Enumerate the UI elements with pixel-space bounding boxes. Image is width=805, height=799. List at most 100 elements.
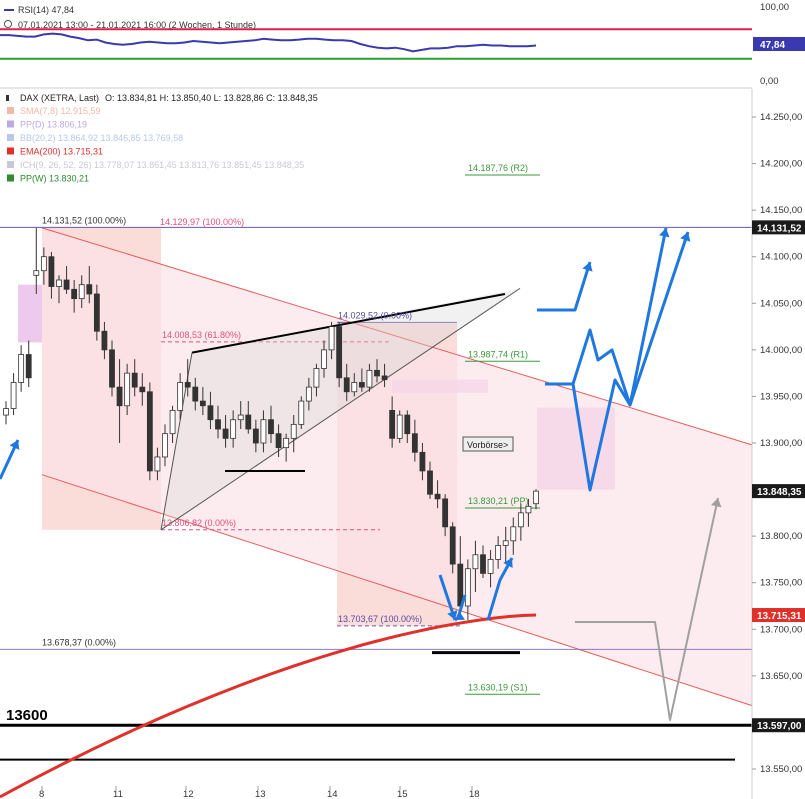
candle-body <box>86 284 93 295</box>
candle-body <box>343 377 350 393</box>
candle-body <box>71 288 78 300</box>
candle-body <box>305 386 312 402</box>
price-tick-label: 14.250,00 <box>760 112 802 123</box>
legend-entry: PP(W) 13.830,21 <box>20 174 89 184</box>
candle-body <box>169 409 176 435</box>
candle-body <box>33 270 40 276</box>
candles <box>3 227 539 620</box>
level-label: 14.129,97 (100.00%) <box>160 217 244 227</box>
instrument-name: DAX (XETRA, Last) <box>20 93 99 103</box>
price-panel: 14.131,52 (100.00%) 14.129,97 (100.00%) 14… <box>0 89 805 799</box>
rsi-legend-swatch <box>4 9 14 11</box>
candle-body <box>3 408 9 416</box>
candle-body <box>230 419 237 439</box>
candle-body <box>336 326 343 379</box>
candle-body <box>358 382 365 388</box>
time-tick-label: 12 <box>183 789 194 799</box>
candle-body <box>116 386 123 407</box>
candle-body <box>25 354 32 379</box>
candle-body <box>139 386 146 393</box>
price-tag-text: 13.715,31 <box>757 611 802 622</box>
indicator-legend: DAX (XETRA, Last) O: 13.834,81 H: 13.850,… <box>6 93 318 184</box>
candle-body <box>404 414 411 435</box>
candle-body <box>237 414 244 421</box>
candle-body <box>298 400 305 425</box>
level-label: 14.187,76 (R2) <box>468 163 528 173</box>
level-label: 13.703,67 (100.00%) <box>338 614 422 624</box>
candle-body <box>177 382 184 411</box>
rsi-line <box>0 32 537 53</box>
candle-body <box>533 490 539 505</box>
legend-entry: ICH(9, 26, 52, 26) 13.778,07 13.861,45 1… <box>20 160 304 170</box>
candle-body <box>260 419 267 444</box>
legend-swatch <box>7 134 14 141</box>
candle-body <box>427 470 433 495</box>
candle-body <box>215 419 221 430</box>
price-tag-text: 13.848,35 <box>757 487 802 498</box>
price-tick-label: 14.150,00 <box>760 205 802 216</box>
time-axis: 8 11 12 13 14 15 18 <box>39 786 480 799</box>
rsi-title: RSI(14) 47,84 <box>18 5 74 15</box>
candle-body <box>48 256 55 287</box>
level-label: 13.678,37 (0.00%) <box>42 637 116 647</box>
level-label: 13.630,19 (S1) <box>468 682 528 692</box>
channel-lower-line <box>41 474 753 707</box>
price-tick-label: 14.200,00 <box>760 159 802 170</box>
level-label: 14.029,52 (0.00%) <box>338 310 412 320</box>
price-tag <box>752 220 805 235</box>
horizontal-levels <box>0 174 752 761</box>
candle-body <box>290 423 297 439</box>
legend-swatch <box>7 107 14 114</box>
wedge-lower-line <box>160 287 521 531</box>
arrow-gray-head <box>710 498 722 508</box>
legend-entry: PP(D) 13.806,19 <box>20 120 87 130</box>
price-tick-label: 13.900,00 <box>760 438 802 449</box>
candle-body <box>517 512 524 528</box>
candle-body <box>411 433 418 453</box>
legend-swatch <box>7 147 14 155</box>
time-tick-label: 15 <box>397 789 408 799</box>
price-tick-label: 14.000,00 <box>760 345 802 356</box>
candle-body <box>321 349 327 369</box>
wedge-upper-line <box>191 292 506 354</box>
instrument-header: DAX (XETRA, Last) O: 13.834,81 H: 13.850,… <box>20 93 318 103</box>
price-tick-label: 13.550,00 <box>760 764 802 775</box>
zone-pp-left <box>18 284 42 343</box>
legend-swatch <box>7 161 14 168</box>
level-label: 13.806,82 (0.00%) <box>162 518 236 528</box>
rsi-value-tag-text: 47,84 <box>760 40 785 51</box>
arrow-forecast-2 <box>545 231 690 492</box>
candle-body <box>18 354 25 383</box>
clock-icon <box>4 20 12 28</box>
candle-body <box>419 451 426 472</box>
candle-body <box>124 372 131 407</box>
price-tags: 14.131,52 13.848,35 13.715,31 13.597,00 <box>752 220 805 733</box>
legend-swatch <box>7 174 14 182</box>
legend-entry: BB(20,2) 13.864,92 13.846,85 13.769,58 <box>20 133 183 143</box>
candle-body <box>207 405 214 421</box>
time-tick-label: 8 <box>39 789 44 799</box>
candle-body <box>192 386 199 402</box>
chart-icon <box>6 95 9 101</box>
candle-body <box>472 554 479 570</box>
candle-body <box>283 437 290 449</box>
arrow-upper-small <box>537 261 592 312</box>
candle-body <box>93 293 100 332</box>
candle-body <box>162 433 168 458</box>
arrow-forecast-1-head <box>659 228 670 238</box>
premarket-label: Vorbörse> <box>467 440 508 450</box>
price-tag <box>752 608 805 623</box>
candle-body <box>245 414 252 430</box>
time-tick-label: 11 <box>113 789 123 799</box>
rsi-date-range: 07.01.2021 13:00 - 21.01.2021 16:00 (2 W… <box>18 20 256 30</box>
candle-body <box>525 505 532 514</box>
candle-body <box>184 382 191 388</box>
level-labels: 14.131,52 (100.00%) 14.129,97 (100.00%) 14… <box>6 163 529 724</box>
legend-entry: EMA(200) 13.715,31 <box>20 147 103 157</box>
candle-body <box>101 330 108 351</box>
level-label: 14.008,53 (61.80%) <box>162 330 241 340</box>
candle-body <box>351 382 358 393</box>
channel-upper-line <box>41 227 753 446</box>
candle-body <box>146 391 153 472</box>
price-tick-label: 13.750,00 <box>760 578 802 589</box>
